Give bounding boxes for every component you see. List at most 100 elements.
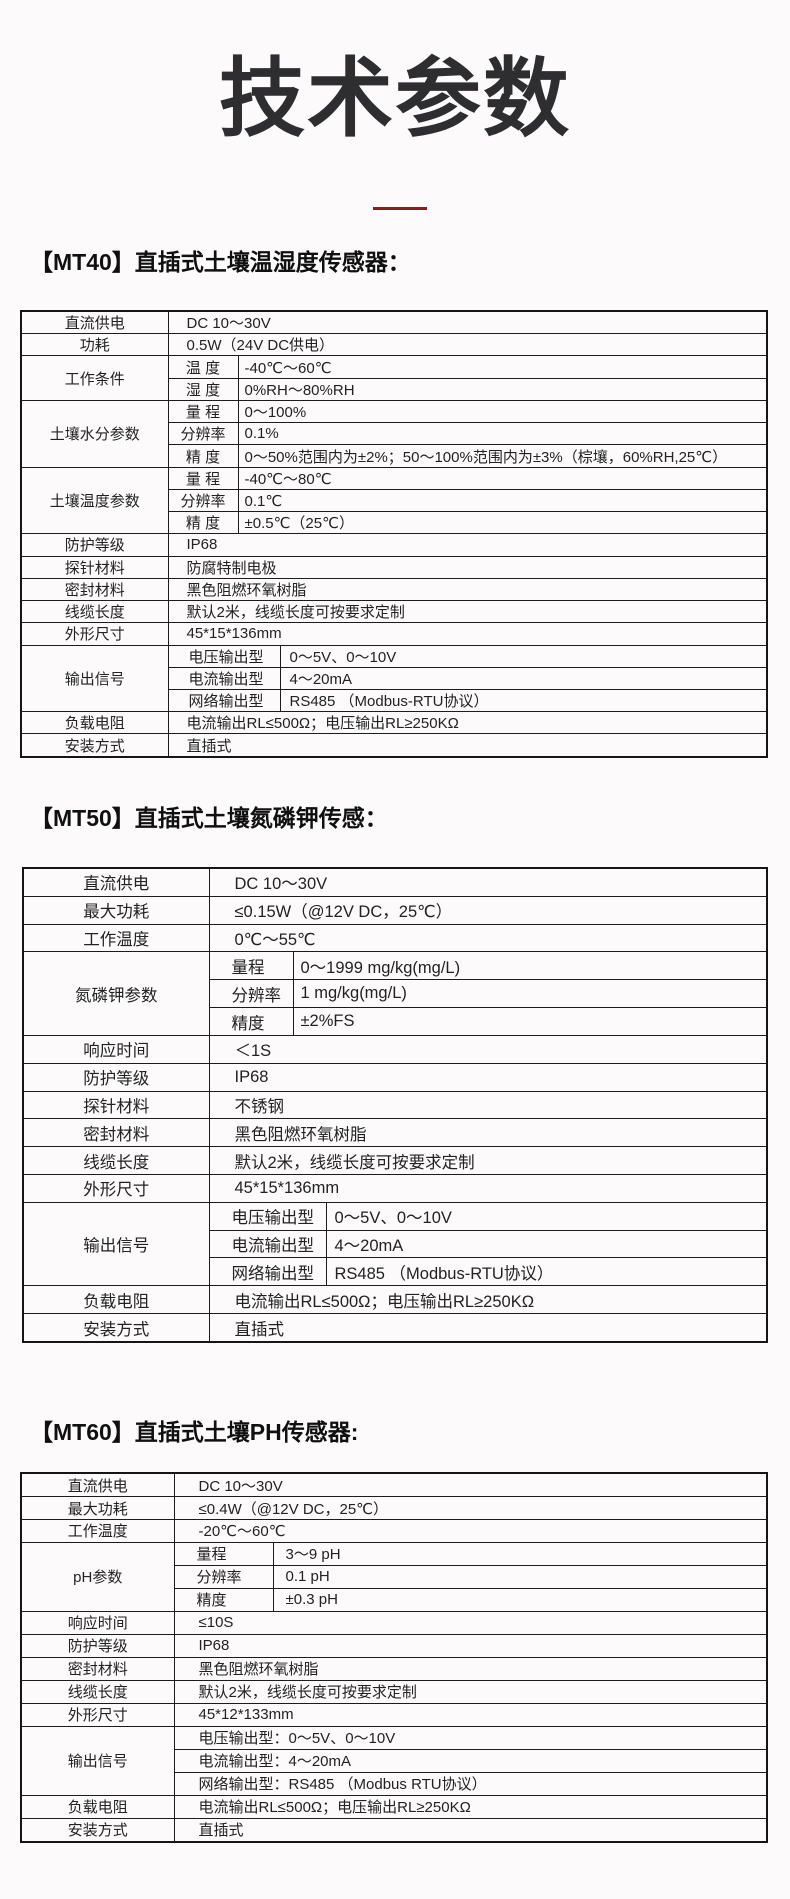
spec-label: 线缆长度 <box>20 600 169 624</box>
spec-sub-label: 分辨率 <box>167 422 239 446</box>
table-row: 负载电阻 电流输出RL≤500Ω；电压输出RL≥250KΩ <box>20 1794 768 1819</box>
spec-sub-value: 0～5V、0～10V <box>279 644 768 668</box>
spec-sub-value: ±0.5℃（25℃） <box>237 511 768 535</box>
spec-sub-label: 量程 <box>173 1541 274 1566</box>
table-row: 功耗 0.5W（24V DC供电） <box>20 333 768 357</box>
spec-label: 安装方式 <box>20 733 169 758</box>
spec-value: 默认2米，线缆长度可按要求定制 <box>167 600 768 624</box>
spec-label: 探针材料 <box>20 555 169 579</box>
spec-sub-value: 电压输出型：0～5V、0～10V <box>173 1725 768 1750</box>
spec-value: 防腐特制电极 <box>167 555 768 579</box>
spec-sub-label: 温 度 <box>167 355 239 379</box>
table-row: 探针材料 不锈钢 <box>22 1090 768 1120</box>
table-row: 直流供电 DC 10～30V <box>22 867 768 897</box>
mt50-spec-table: 直流供电 DC 10～30V 最大功耗 ≤0.15W（@12V DC，25℃） … <box>22 867 768 1343</box>
table-row: 密封材料 黑色阻燃环氧树脂 <box>20 577 768 602</box>
spec-value: 45*15*136mm <box>167 622 768 646</box>
spec-value: ≤0.15W（@12V DC，25℃） <box>208 895 768 925</box>
spec-value: 默认2米，线缆长度可按要求定制 <box>173 1679 768 1704</box>
table-row: 外形尺寸 45*15*136mm <box>20 622 768 646</box>
spec-label: 输出信号 <box>20 644 169 713</box>
spec-value: 电流输出RL≤500Ω；电压输出RL≥250KΩ <box>208 1285 768 1315</box>
spec-value: 黑色阻燃环氧树脂 <box>173 1656 768 1681</box>
table-row: 防护等级 IP68 <box>22 1062 768 1092</box>
table-row: 防护等级 IP68 <box>20 1633 768 1658</box>
table-row: 输出信号 电压输出型：0～5V、0～10V <box>20 1725 768 1796</box>
table-row: 防护等级 IP68 <box>20 533 768 557</box>
spec-sub-value: -40℃～60℃ <box>237 355 768 379</box>
table-row: 响应时间 ≤10S <box>20 1610 768 1635</box>
table-row: 最大功耗 ≤0.4W（@12V DC，25℃） <box>20 1496 768 1520</box>
spec-value: ＜1S <box>208 1034 768 1064</box>
table-row: 线缆长度 默认2米，线缆长度可按要求定制 <box>22 1146 768 1175</box>
spec-sub-value: ±0.3 pH <box>272 1587 768 1612</box>
table-row: 分辨率 0.1% <box>21 422 768 446</box>
table-row: 精 度 0～50%范围内为±2%；50～100%范围内为±3%（棕壤，60%RH… <box>21 444 768 468</box>
table-row: 网络输出型 RS485 （Modbus-RTU协议） <box>23 1257 768 1287</box>
spec-sub-label: 电流输出型 <box>167 666 281 691</box>
spec-sub-value: 0～50%范围内为±2%；50～100%范围内为±3%（棕壤，60%RH,25℃… <box>237 444 768 468</box>
spec-value: ≤10S <box>173 1610 768 1635</box>
section-heading-mt60: 【MT60】直插式土壤PH传感器: <box>30 1419 359 1445</box>
mt60-spec-table: 直流供电 DC 10～30V 最大功耗 ≤0.4W（@12V DC，25℃） 工… <box>20 1472 768 1843</box>
spec-value: -20℃～60℃ <box>173 1519 768 1543</box>
spec-label: 外形尺寸 <box>20 1702 175 1727</box>
spec-sub-label: 电流输出型 <box>208 1229 327 1259</box>
spec-value: DC 10～30V <box>167 310 768 335</box>
spec-sub-label: 精 度 <box>167 444 239 468</box>
spec-sub-value: 电流输出型：4～20mA <box>173 1748 768 1773</box>
spec-sub-value: 0.1% <box>237 422 768 446</box>
table-row: 输出信号 电压输出型 0～5V、0～10V <box>20 644 768 713</box>
table-row: 安装方式 直插式 <box>20 1817 768 1843</box>
spec-sub-label: 网络输出型 <box>167 688 281 713</box>
spec-value: ≤0.4W（@12V DC，25℃） <box>173 1496 768 1520</box>
spec-sub-value: ±2%FS <box>292 1007 768 1036</box>
spec-label: 工作温度 <box>22 923 210 953</box>
section-heading-mt40: 【MT40】直插式土壤温湿度传感器： <box>30 249 411 275</box>
spec-value: 默认2米，线缆长度可按要求定制 <box>208 1146 768 1175</box>
spec-label: 功耗 <box>20 333 169 357</box>
spec-sub-value: 4～20mA <box>325 1229 768 1259</box>
table-row: 湿 度 0%RH～80%RH <box>21 377 768 401</box>
table-row: 响应时间 ＜1S <box>22 1034 768 1064</box>
table-row: 工作温度 0℃～55℃ <box>22 923 768 953</box>
table-row: 直流供电 DC 10～30V <box>20 310 768 335</box>
spec-sub-label: 分辨率 <box>167 488 239 513</box>
spec-value: DC 10～30V <box>173 1472 768 1498</box>
section-heading-mt50: 【MT50】直插式土壤氮磷钾传感： <box>30 805 388 831</box>
spec-label: 输出信号 <box>22 1201 210 1287</box>
spec-sub-value: 3～9 pH <box>272 1541 768 1566</box>
spec-label: 线缆长度 <box>22 1146 210 1175</box>
table-row: 精 度 ±0.5℃（25℃） <box>21 511 768 535</box>
table-row: 分辨率 0.1℃ <box>21 488 768 513</box>
table-row: 外形尺寸 45*12*133mm <box>20 1702 768 1727</box>
table-row: 安装方式 直插式 <box>20 733 768 758</box>
spec-sub-label: 量 程 <box>167 399 239 424</box>
spec-label: 线缆长度 <box>20 1679 175 1704</box>
spec-sub-label: 分辨率 <box>173 1564 274 1589</box>
spec-label: 工作温度 <box>20 1519 175 1543</box>
spec-sub-label: 网络输出型 <box>208 1257 327 1287</box>
table-row: 输出信号 电压输出型 0～5V、0～10V <box>22 1201 768 1287</box>
spec-sub-value: RS485 （Modbus-RTU协议） <box>325 1257 768 1287</box>
table-row: 直流供电 DC 10～30V <box>20 1472 768 1498</box>
title-underline <box>373 207 427 210</box>
spec-label: 输出信号 <box>20 1725 175 1796</box>
spec-label: 负载电阻 <box>22 1285 210 1315</box>
spec-label: 最大功耗 <box>22 895 210 925</box>
spec-sub-value: 1 mg/kg(mg/L) <box>292 979 768 1009</box>
spec-label: 直流供电 <box>20 310 169 335</box>
spec-value: IP68 <box>208 1062 768 1092</box>
table-row: 土壤水分参数 量 程 0～100% <box>20 399 768 468</box>
table-row: 密封材料 黑色阻燃环氧树脂 <box>20 1656 768 1681</box>
table-row: 安装方式 直插式 <box>22 1313 768 1343</box>
spec-label: 防护等级 <box>22 1062 210 1092</box>
spec-sub-value: 0～1999 mg/kg(mg/L) <box>292 951 768 981</box>
spec-label: pH参数 <box>20 1541 175 1612</box>
spec-sub-label: 精度 <box>208 1007 294 1036</box>
spec-label: 土壤温度参数 <box>20 466 169 535</box>
spec-sub-value: 0～100% <box>237 399 768 424</box>
table-row: 负载电阻 电流输出RL≤500Ω；电压输出RL≥250KΩ <box>22 1285 768 1315</box>
spec-value: 45*12*133mm <box>173 1702 768 1727</box>
